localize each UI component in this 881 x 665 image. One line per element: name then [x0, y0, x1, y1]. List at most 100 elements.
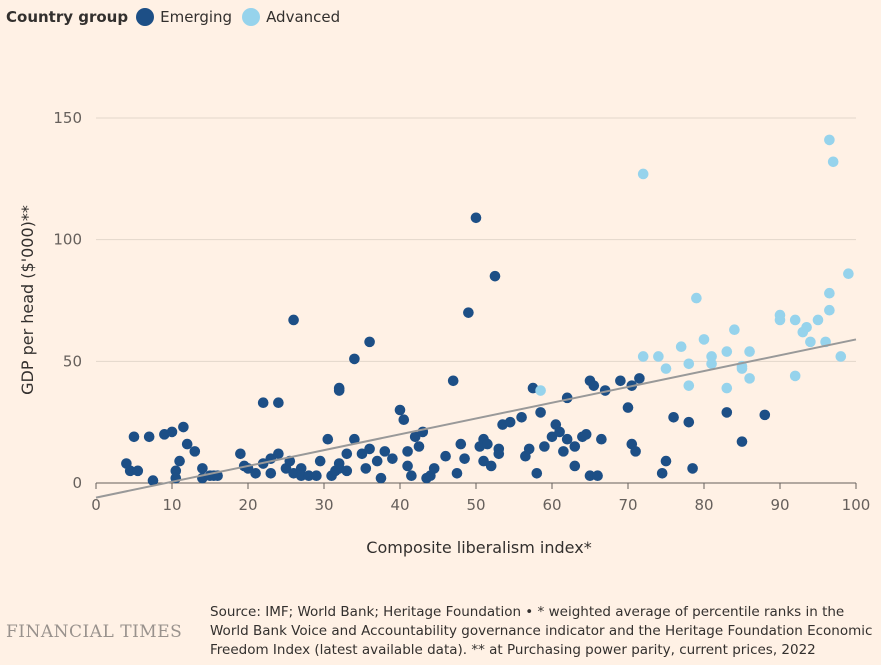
- x-tick-label: 70: [618, 496, 637, 514]
- point-emerging: [349, 433, 360, 445]
- point-advanced: [824, 304, 835, 316]
- legend-label-emerging: Emerging: [160, 8, 233, 26]
- point-emerging: [656, 467, 668, 479]
- point-emerging: [622, 402, 634, 413]
- point-advanced: [843, 268, 854, 280]
- point-emerging: [504, 416, 516, 428]
- point-emerging: [265, 467, 277, 479]
- point-emerging: [736, 436, 748, 447]
- point-advanced: [812, 314, 824, 326]
- y-tick-label: 0: [72, 474, 82, 492]
- point-emerging: [489, 270, 501, 282]
- x-tick-label: 90: [770, 496, 789, 514]
- point-emerging: [170, 465, 182, 477]
- point-emerging: [531, 467, 543, 479]
- point-emerging: [470, 212, 482, 224]
- point-emerging: [759, 409, 771, 421]
- point-emerging: [413, 441, 425, 452]
- point-emerging: [181, 438, 193, 450]
- point-advanced: [827, 156, 839, 168]
- point-emerging: [463, 307, 474, 318]
- point-advanced: [660, 363, 672, 374]
- point-emerging: [364, 443, 375, 455]
- point-advanced: [653, 351, 664, 362]
- point-emerging: [402, 446, 413, 457]
- data-points: [121, 134, 854, 486]
- point-emerging: [235, 448, 246, 460]
- point-emerging: [398, 414, 410, 426]
- point-emerging: [124, 465, 136, 477]
- emerging-swatch-icon: [136, 8, 155, 26]
- axis-ticks: 0 50 100 150 0 10 20 30 40 50 60 70 80 90 100: [53, 109, 870, 514]
- point-emerging: [539, 441, 550, 452]
- point-emerging: [356, 448, 368, 460]
- point-emerging: [683, 416, 695, 428]
- point-emerging: [189, 446, 201, 457]
- point-emerging: [273, 448, 284, 460]
- point-emerging: [371, 455, 383, 467]
- x-tick-label: 30: [314, 496, 333, 514]
- gridlines: [96, 117, 856, 484]
- point-advanced: [789, 314, 801, 326]
- point-advanced: [637, 168, 649, 180]
- point-emerging: [364, 336, 375, 348]
- point-emerging: [273, 397, 284, 409]
- point-emerging: [250, 467, 261, 479]
- point-emerging: [459, 453, 470, 464]
- point-advanced: [805, 336, 816, 348]
- point-emerging: [440, 450, 451, 462]
- point-emerging: [634, 373, 645, 384]
- point-advanced: [744, 346, 755, 357]
- y-axis-label: GDP per head ($'000)**: [18, 205, 37, 395]
- legend: Country group Emerging Advanced: [6, 4, 350, 30]
- point-advanced: [683, 380, 695, 391]
- point-emerging: [360, 463, 372, 474]
- x-axis-label: Composite liberalism index*: [366, 538, 591, 557]
- point-advanced: [721, 346, 733, 357]
- x-tick-label: 20: [238, 496, 257, 514]
- point-advanced: [637, 351, 649, 362]
- point-emerging: [333, 385, 345, 396]
- point-emerging: [166, 426, 178, 438]
- point-emerging: [428, 463, 440, 474]
- point-advanced: [698, 334, 710, 345]
- point-emerging: [311, 470, 322, 482]
- legend-label-advanced: Advanced: [266, 8, 341, 26]
- x-tick-label: 100: [842, 496, 871, 514]
- point-emerging: [322, 433, 334, 445]
- point-emerging: [660, 455, 672, 467]
- point-emerging: [569, 460, 581, 472]
- legend-item-advanced: Advanced: [242, 8, 340, 26]
- point-advanced: [789, 370, 801, 382]
- x-tick-label: 40: [390, 496, 409, 514]
- ft-logo: FINANCIAL TIMES: [6, 622, 183, 642]
- x-tick-label: 10: [162, 496, 181, 514]
- point-emerging: [314, 455, 326, 467]
- point-emerging: [493, 448, 505, 460]
- point-emerging: [394, 404, 406, 416]
- point-emerging: [592, 470, 603, 482]
- point-emerging: [143, 431, 155, 443]
- point-advanced: [729, 324, 740, 336]
- point-emerging: [554, 426, 565, 438]
- point-emerging: [178, 421, 189, 433]
- point-emerging: [295, 470, 307, 482]
- point-emerging: [596, 433, 607, 445]
- point-emerging: [588, 380, 600, 391]
- point-emerging: [132, 465, 144, 477]
- point-emerging: [455, 438, 467, 450]
- source-note: Source: IMF; World Bank; Heritage Founda…: [210, 604, 873, 658]
- point-emerging: [147, 475, 159, 486]
- point-emerging: [409, 431, 421, 443]
- point-emerging: [288, 314, 299, 326]
- point-emerging: [257, 397, 269, 409]
- point-advanced: [824, 287, 835, 299]
- point-emerging: [451, 467, 463, 479]
- point-advanced: [535, 385, 546, 396]
- point-advanced: [835, 351, 847, 362]
- advanced-swatch-icon: [242, 8, 261, 26]
- point-emerging: [295, 463, 307, 474]
- point-emerging: [721, 407, 733, 418]
- point-emerging: [375, 472, 387, 484]
- y-tick-label: 150: [53, 109, 82, 127]
